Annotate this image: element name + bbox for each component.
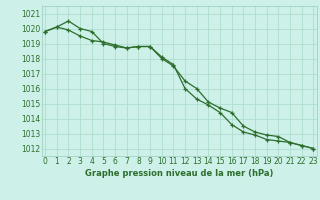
X-axis label: Graphe pression niveau de la mer (hPa): Graphe pression niveau de la mer (hPa) <box>85 169 273 178</box>
